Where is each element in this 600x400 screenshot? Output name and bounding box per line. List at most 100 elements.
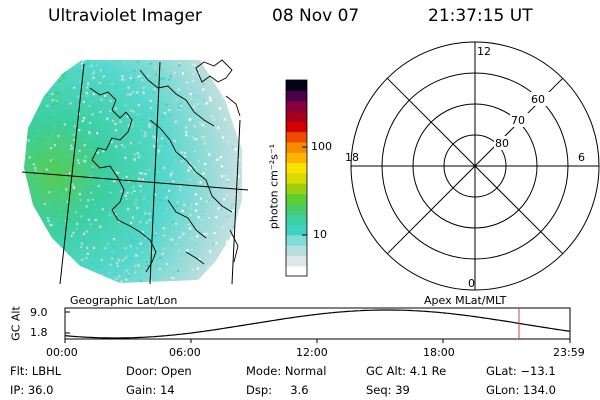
polar-label-80: 80	[495, 137, 509, 150]
colorbar-block	[286, 162, 307, 174]
colorbar-block	[286, 265, 307, 277]
uv-pixel	[49, 159, 52, 162]
uv-pixel	[136, 207, 139, 210]
uv-pixel	[65, 219, 68, 223]
uv-pixel	[124, 256, 127, 260]
uv-pixel	[78, 129, 81, 132]
uv-pixel	[202, 172, 205, 175]
uv-pixel	[185, 130, 188, 134]
uv-pixel	[70, 144, 73, 147]
uv-pixel	[51, 132, 54, 135]
uv-pixel	[42, 176, 45, 179]
uv-pixel	[201, 135, 204, 138]
uv-pixel	[87, 241, 91, 244]
uv-pixel	[148, 125, 151, 128]
colorbar-block	[286, 255, 307, 267]
uv-pixel	[112, 245, 115, 248]
uv-pixel	[54, 222, 57, 225]
uv-pixel	[138, 75, 141, 78]
uv-pixel	[65, 143, 68, 146]
uv-pixel	[157, 149, 160, 152]
uv-pixel	[207, 216, 211, 220]
uv-pixel	[181, 234, 184, 237]
uv-pixel	[104, 247, 107, 250]
uv-pixel	[104, 94, 107, 97]
polar-label-mlt-18: 18	[345, 151, 359, 164]
uv-pixel	[141, 79, 144, 82]
uv-pixel	[203, 103, 206, 106]
uv-pixel	[150, 124, 153, 127]
uv-pixel	[230, 181, 233, 185]
uv-pixel	[193, 239, 196, 242]
uv-pixel	[87, 82, 90, 85]
uv-pixel	[127, 273, 130, 276]
uv-pixel	[161, 252, 164, 255]
uv-pixel	[168, 189, 171, 192]
uv-pixel	[141, 118, 144, 121]
uv-pixel	[206, 265, 210, 268]
uv-pixel	[169, 238, 172, 241]
uv-pixel	[136, 247, 139, 250]
uv-pixel	[202, 70, 205, 74]
uv-pixel	[178, 62, 181, 66]
uv-pixel	[55, 140, 58, 143]
uv-pixel	[171, 218, 174, 221]
uv-pixel	[139, 221, 142, 224]
uv-pixel	[198, 104, 201, 107]
uv-pixel	[111, 257, 114, 260]
uv-pixel	[118, 220, 121, 223]
uv-pixel	[123, 158, 126, 161]
uv-pixel	[60, 239, 63, 242]
uv-pixel	[54, 233, 57, 236]
altitude-xtick-0: 00:00	[46, 346, 78, 359]
uv-pixel	[148, 212, 151, 215]
uv-pixel	[59, 157, 62, 160]
uv-pixel	[113, 180, 116, 183]
uv-pixel	[148, 169, 151, 172]
uv-pixel	[47, 132, 50, 135]
uv-pixel	[91, 136, 94, 139]
uv-pixel	[45, 168, 48, 171]
uv-pixel	[124, 194, 127, 197]
uv-pixel	[41, 127, 45, 130]
uv-pixel	[205, 102, 208, 105]
uv-pixel	[129, 109, 132, 112]
uv-pixel	[61, 211, 64, 214]
uv-pixel	[192, 190, 195, 194]
uv-pixel	[54, 113, 57, 116]
uv-pixel	[56, 91, 59, 94]
uv-pixel	[134, 271, 137, 274]
uv-pixel	[28, 141, 31, 144]
uv-pixel	[123, 146, 126, 149]
uv-pixel	[166, 165, 169, 168]
uv-pixel	[169, 173, 172, 176]
uv-pixel	[100, 131, 103, 134]
uv-pixel	[132, 110, 135, 113]
uv-pixel	[88, 148, 92, 151]
geographic-caption: Geographic Lat/Lon	[70, 294, 178, 307]
polar-label-70: 70	[511, 114, 525, 127]
uv-pixel	[85, 60, 89, 61]
uv-pixel	[197, 160, 200, 163]
uv-pixel	[85, 256, 88, 259]
uv-pixel	[191, 268, 194, 271]
uv-pixel	[154, 136, 157, 139]
uv-pixel	[89, 191, 92, 194]
uv-pixel	[205, 200, 208, 203]
uv-pixel	[186, 249, 189, 252]
uv-pixel	[161, 68, 164, 71]
uv-pixel	[53, 125, 56, 128]
uv-pixel	[50, 137, 53, 141]
uv-pixel	[56, 219, 59, 222]
uv-pixel	[121, 78, 124, 81]
uv-pixel	[199, 219, 202, 222]
geographic-grid	[21, 61, 249, 285]
uv-pixel	[190, 207, 193, 210]
uv-pixel	[179, 102, 182, 106]
uv-pixel	[172, 272, 175, 276]
uv-pixel	[165, 103, 168, 106]
uv-pixel	[136, 113, 139, 116]
uv-pixel	[71, 183, 74, 186]
uv-pixel	[151, 251, 154, 254]
uv-pixel	[202, 138, 205, 141]
